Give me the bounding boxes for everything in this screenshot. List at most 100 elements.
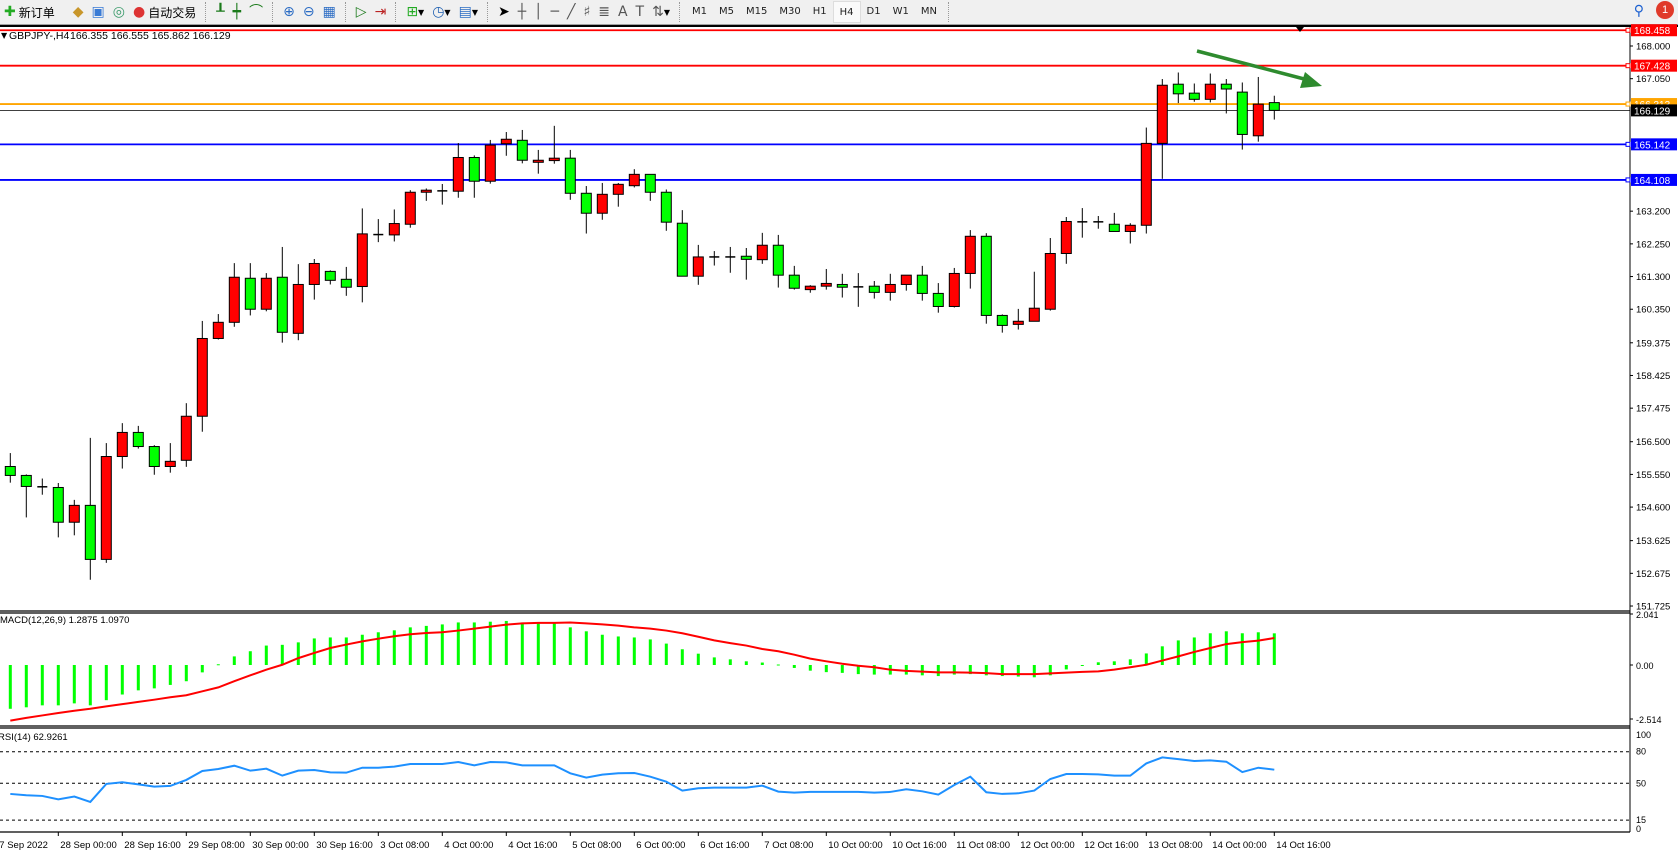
candle[interactable] [900,274,912,291]
candle[interactable] [516,129,528,164]
line-handle-icon[interactable] [1625,141,1631,147]
indicators-button[interactable]: ▤ ▼ [458,4,478,20]
candle[interactable] [1124,223,1136,244]
candle[interactable] [1236,82,1248,150]
candle[interactable] [484,139,496,184]
candle[interactable] [756,232,768,264]
chart-shift-marker-icon[interactable] [1296,27,1304,32]
candle[interactable] [180,403,192,467]
line-chart-button[interactable]: ⌒ [245,1,267,23]
candle[interactable] [500,132,512,156]
candle[interactable] [468,155,480,198]
timeframe-m15[interactable]: M15 [746,5,768,17]
candle[interactable] [1077,208,1088,238]
candle[interactable] [1044,238,1056,311]
candle[interactable] [628,169,640,188]
candle[interactable] [1012,308,1024,330]
timeframe-m5[interactable]: M5 [719,5,734,17]
candle[interactable] [100,443,112,563]
candle[interactable] [388,209,400,242]
candle[interactable] [212,314,224,340]
candle[interactable] [788,265,800,290]
vertical-line-button[interactable]: │ [530,1,546,23]
candle[interactable] [276,246,288,343]
line-handle-icon[interactable] [1625,27,1631,33]
candle[interactable] [404,190,416,228]
arrows-button[interactable]: ⇅ ▼ [652,4,670,20]
crosshair-button[interactable]: ┼ [514,1,530,23]
fibonacci-button[interactable]: ≣ [594,1,614,23]
zoom-out-button[interactable]: ⊖ [299,1,319,23]
candle[interactable] [52,483,64,538]
candle[interactable] [564,149,576,200]
candle[interactable] [853,273,864,307]
timeframe-d1[interactable]: D1 [866,5,881,17]
chart-menu-triangle-icon[interactable]: ▼ [1,31,8,40]
candle[interactable] [1268,95,1280,120]
candle[interactable] [373,219,384,243]
candle[interactable] [868,281,880,299]
candle[interactable] [260,273,272,312]
candle[interactable] [1220,79,1232,114]
candle[interactable] [1028,271,1040,322]
new-order-button[interactable]: ✚ 新订单 [0,1,59,23]
candle[interactable] [420,188,432,201]
drawn-arrow[interactable] [1196,49,1322,88]
candle[interactable] [308,258,320,300]
candle[interactable] [1252,76,1264,142]
candle[interactable] [324,270,336,285]
candle[interactable] [804,285,816,293]
line-handle-icon[interactable] [1625,63,1631,69]
candle[interactable] [1204,73,1216,103]
candle[interactable] [932,283,944,313]
chart-shift-button[interactable]: ⇥ [371,1,391,23]
timeframe-w1[interactable]: W1 [892,5,909,17]
candle[interactable] [228,263,240,327]
candle[interactable] [68,499,80,536]
candle[interactable] [548,125,560,164]
candle[interactable] [692,244,704,285]
candle[interactable] [84,437,96,580]
candle[interactable] [1156,79,1168,179]
candle[interactable] [37,478,48,495]
candle[interactable] [948,267,960,308]
timeframe-m1[interactable]: M1 [692,5,707,17]
candle[interactable] [196,320,208,432]
candle[interactable] [340,266,352,296]
candle[interactable] [676,210,688,277]
candle[interactable] [1093,215,1104,229]
candle[interactable] [916,265,928,301]
zoom-in-button[interactable]: ⊕ [279,1,299,23]
notification-icon[interactable]: 1 [1656,1,1674,19]
line-handle-icon[interactable] [1625,101,1631,107]
candle[interactable] [1140,127,1152,234]
cursor-button[interactable]: ➤ [494,1,514,23]
candlestick-button[interactable]: ┿ [229,1,245,23]
signals-button[interactable]: ◎ [109,1,129,23]
bar-chart-button[interactable]: ┸ [212,1,228,23]
new-chart-button[interactable]: ⊞ ▼ [406,4,425,20]
candle[interactable] [820,268,832,290]
candle[interactable] [116,423,128,469]
candle[interactable] [532,149,544,174]
candle[interactable] [725,246,736,273]
text-label-button[interactable]: T [632,1,649,23]
candle[interactable] [292,264,304,341]
candle[interactable] [740,247,752,280]
candle[interactable] [20,474,32,518]
candle[interactable] [148,445,160,475]
candle[interactable] [164,443,176,473]
candle[interactable] [836,273,848,298]
search-icon[interactable]: ⚲ [1633,3,1644,19]
candle[interactable] [612,182,624,207]
candle[interactable] [964,230,976,289]
candle[interactable] [244,263,256,316]
navigator-button[interactable]: ▣ [88,1,109,23]
timeframe-h4[interactable]: H4 [832,1,861,23]
candle[interactable] [452,143,464,198]
fibonacci-channel-button[interactable]: ♯ [579,1,594,23]
candle[interactable] [644,173,656,201]
candle[interactable] [596,182,608,220]
text-button[interactable]: A [614,1,632,23]
